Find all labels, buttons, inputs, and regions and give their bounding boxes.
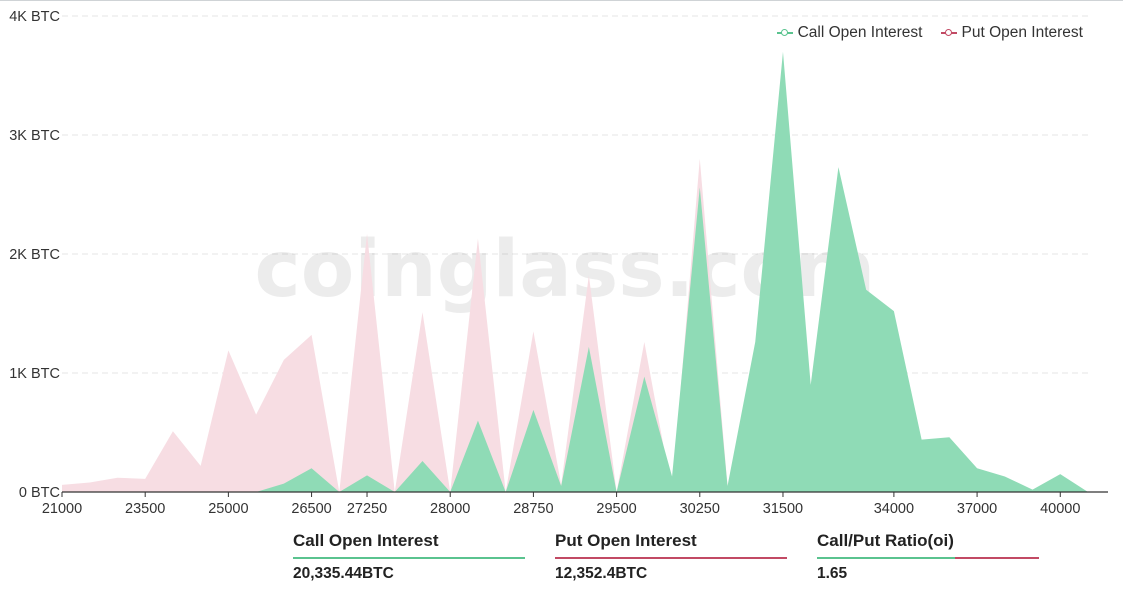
put-stat: Put Open Interest 12,352.4BTC (555, 531, 787, 583)
legend-put-label: Put Open Interest (961, 24, 1084, 41)
legend-item-call[interactable]: Call Open Interest (776, 24, 923, 42)
series-areas (62, 51, 1088, 493)
y-tick-label: 0 BTC (19, 485, 60, 501)
chart-legend: Call Open Interest Put Open Interest (776, 24, 1084, 42)
x-tick-label: 29500 (596, 501, 636, 517)
x-tick-label: 28000 (430, 501, 470, 517)
y-tick-label: 1K BTC (9, 366, 60, 382)
call-stat-rule (293, 557, 525, 559)
call-open-interest-area (62, 51, 1088, 492)
grid-lines (62, 15, 1088, 374)
ratio-stat-value: 1.65 (817, 564, 848, 582)
put-open-interest-area (62, 158, 1088, 493)
summary-stats: Call Open Interest 20,335.44BTC Put Open… (293, 531, 1079, 583)
x-tick-label: 34000 (874, 501, 914, 517)
put-stat-value: 12,352.4BTC (555, 564, 648, 582)
x-tick-label: 37000 (957, 501, 997, 517)
call-stat-value: 20,335.44BTC (293, 564, 394, 582)
put-legend-marker-icon (940, 28, 957, 38)
call-stat-label: Call Open Interest (293, 531, 439, 550)
x-tick-label: 40000 (1040, 501, 1080, 517)
y-tick-label: 3K BTC (9, 128, 60, 144)
x-tick-label: 23500 (125, 501, 165, 517)
x-tick-label: 28750 (513, 501, 553, 517)
put-stat-label: Put Open Interest (555, 531, 697, 550)
call-stat: Call Open Interest 20,335.44BTC (293, 531, 525, 583)
y-tick-label: 2K BTC (9, 247, 60, 263)
x-tick-label: 21000 (42, 501, 82, 517)
put-stat-rule (555, 557, 787, 559)
ratio-stat: Call/Put Ratio(oi) 1.65 (817, 531, 1049, 583)
top-border (0, 0, 1123, 1)
legend-item-put[interactable]: Put Open Interest (940, 24, 1084, 42)
y-tick-label: 4K BTC (9, 9, 60, 25)
ratio-stat-rule (817, 557, 1039, 559)
legend-call-label: Call Open Interest (797, 24, 923, 41)
x-tick-label: 31500 (763, 501, 803, 517)
x-tick-label: 30250 (680, 501, 720, 517)
ratio-put-segment (955, 557, 1039, 559)
ratio-call-segment (817, 557, 956, 559)
x-tick-label: 25000 (208, 501, 248, 517)
x-tick-label: 26500 (291, 501, 331, 517)
x-tick-label: 27250 (347, 501, 387, 517)
call-legend-marker-icon (776, 28, 793, 38)
ratio-stat-label: Call/Put Ratio(oi) (817, 531, 954, 550)
axes: 0 BTC 1K BTC 2K BTC 3K BTC 4K BTC 21000 23500 2… (9, 9, 1108, 517)
